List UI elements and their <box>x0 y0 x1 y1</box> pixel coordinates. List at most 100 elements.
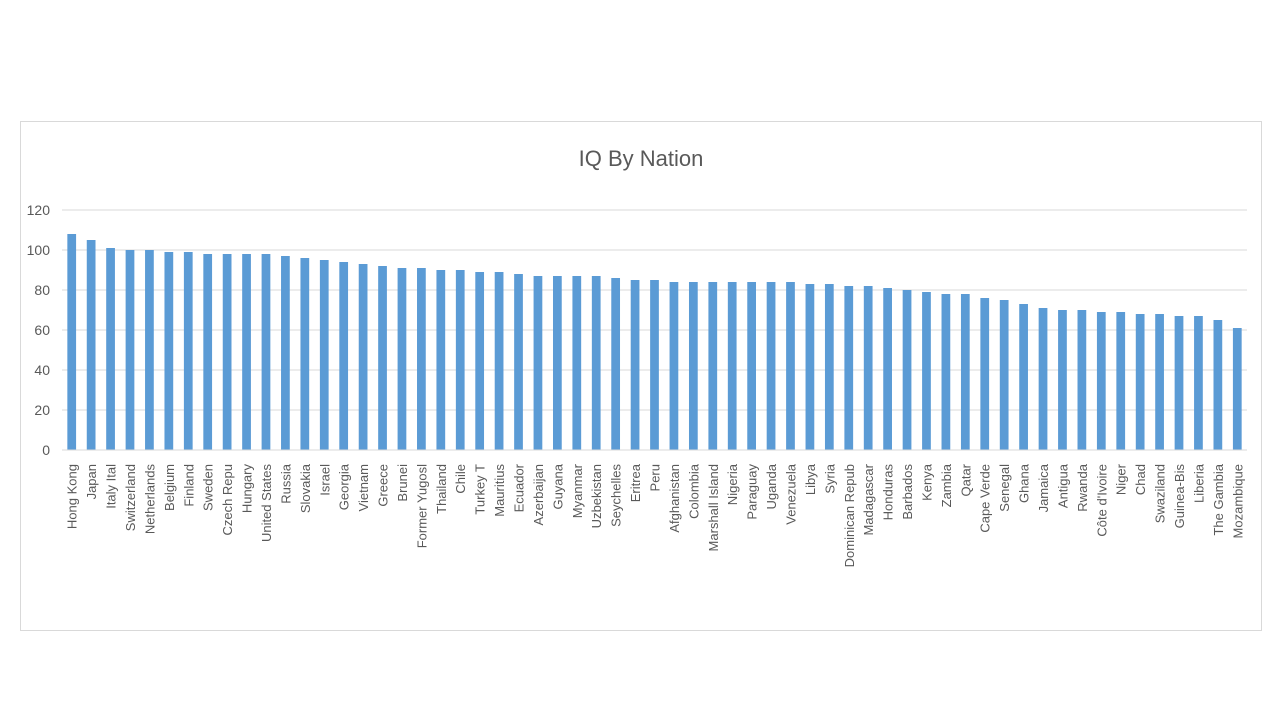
bar <box>1232 328 1242 450</box>
x-tick-label: Kenya <box>919 463 934 501</box>
bar <box>397 268 407 450</box>
x-tick-label: Russia <box>278 463 293 504</box>
bar <box>183 252 193 450</box>
x-tick-label: Nigeria <box>725 463 740 505</box>
bar <box>455 270 465 450</box>
bar <box>339 262 349 450</box>
x-tick-label: Uzbekistan <box>589 464 604 528</box>
bar <box>552 276 562 450</box>
x-tick-label: Georgia <box>337 463 352 510</box>
bar <box>203 254 213 450</box>
bar <box>164 252 174 450</box>
bar <box>980 298 990 450</box>
x-tick-label: Hungary <box>240 464 255 514</box>
x-tick-label: Brunei <box>395 464 410 502</box>
bar <box>630 280 640 450</box>
x-tick-label: Vietnam <box>356 464 371 511</box>
bar <box>883 288 892 450</box>
x-tick-label: Azerbaijan <box>531 464 546 525</box>
y-tick-label: 20 <box>34 402 50 418</box>
x-tick-label: Colombia <box>686 463 701 519</box>
x-tick-label: Switzerland <box>123 464 138 531</box>
x-tick-label: Senegal <box>997 464 1012 512</box>
x-tick-label: Côte d'Ivoire <box>1094 464 1109 537</box>
bar <box>378 266 387 450</box>
bar <box>417 268 426 450</box>
bar <box>67 234 77 450</box>
x-tick-label: Syria <box>822 463 837 493</box>
x-tick-label: Liberia <box>1191 463 1206 503</box>
bar <box>805 284 815 450</box>
bar <box>824 284 834 450</box>
x-tick-label: Zambia <box>939 463 954 507</box>
bar <box>261 254 271 450</box>
bar <box>1077 310 1087 450</box>
x-tick-label: Honduras <box>881 464 896 521</box>
x-tick-label: Afghanistan <box>667 464 682 533</box>
x-tick-label: Former Yugosl <box>414 464 429 548</box>
x-tick-label: Rwanda <box>1075 463 1090 511</box>
x-tick-label: Netherlands <box>142 464 157 535</box>
bar <box>436 270 446 450</box>
x-tick-label: Greece <box>376 464 391 507</box>
bar <box>475 272 485 450</box>
bar <box>999 300 1009 450</box>
x-tick-label: Venezuela <box>783 463 798 524</box>
x-tick-label: Qatar <box>958 463 973 496</box>
x-tick-label: United States <box>259 464 274 543</box>
bar <box>747 282 757 450</box>
bar <box>1174 316 1184 450</box>
bar <box>863 286 873 450</box>
bar <box>533 276 543 450</box>
bar <box>1038 308 1048 450</box>
x-tick-label: Slovakia <box>298 463 313 513</box>
bar <box>1155 314 1164 450</box>
x-tick-label: Cape Verde <box>978 464 993 533</box>
bar <box>300 258 310 450</box>
x-tick-label: Niger <box>1114 463 1129 495</box>
bar <box>494 272 504 450</box>
x-tick-label: Libya <box>803 463 818 495</box>
x-tick-label: Ecuador <box>512 463 527 512</box>
x-tick-label: Sweden <box>201 464 216 511</box>
bar <box>1096 312 1106 450</box>
x-tick-label: Czech Repu <box>220 464 235 536</box>
bar <box>145 250 154 450</box>
bar <box>844 286 854 450</box>
bar <box>941 294 951 450</box>
x-tick-label: Antigua <box>1055 463 1070 508</box>
bar <box>650 280 659 450</box>
bar <box>242 254 251 450</box>
bar <box>766 282 776 450</box>
x-tick-label: Chile <box>453 464 468 494</box>
bar <box>358 264 368 450</box>
bar <box>688 282 698 450</box>
bar <box>514 274 523 450</box>
bar <box>591 276 601 450</box>
x-tick-label: Guinea-Bis <box>1172 464 1187 529</box>
x-tick-label: Israel <box>317 464 332 496</box>
x-tick-label: Japan <box>84 464 99 499</box>
bar <box>222 254 232 450</box>
x-tick-label: Belgium <box>162 464 177 511</box>
x-tick-label: Myanmar <box>570 463 585 518</box>
x-tick-label: Seychelles <box>609 464 624 527</box>
bar <box>106 248 115 450</box>
x-tick-label: Paraguay <box>745 464 760 520</box>
bar <box>902 290 912 450</box>
x-tick-label: Mozambique <box>1230 464 1245 538</box>
y-tick-label: 40 <box>34 362 50 378</box>
x-tick-label: Guyana <box>550 463 565 509</box>
x-tick-label: Peru <box>648 464 663 491</box>
bar <box>708 282 718 450</box>
bar <box>611 278 621 450</box>
bar <box>1019 304 1028 450</box>
bar <box>1213 320 1223 450</box>
bar <box>281 256 290 450</box>
x-tick-label: Finland <box>181 464 196 507</box>
bar <box>1116 312 1126 450</box>
bar <box>1194 316 1203 450</box>
x-tick-label: Mauritius <box>492 464 507 517</box>
bar <box>922 292 931 450</box>
